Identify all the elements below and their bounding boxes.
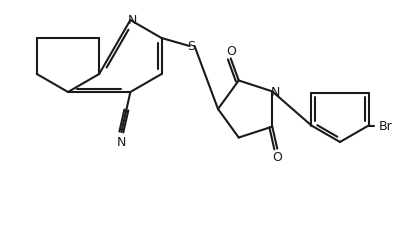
Text: O: O (272, 150, 282, 163)
Text: N: N (270, 85, 280, 98)
Text: S: S (187, 40, 196, 53)
Text: N: N (117, 135, 126, 148)
Text: O: O (226, 45, 236, 58)
Text: N: N (128, 14, 137, 27)
Text: Br: Br (379, 119, 393, 132)
